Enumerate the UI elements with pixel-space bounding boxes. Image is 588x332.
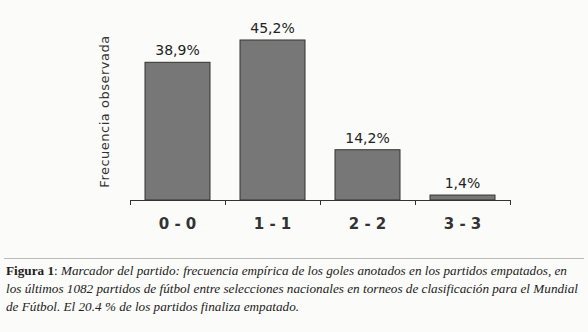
separator — [4, 258, 584, 259]
data-label: 14,2% — [345, 130, 389, 146]
caption-label: Figura 1 — [6, 263, 54, 278]
band-divider — [225, 200, 226, 205]
bar — [335, 150, 400, 200]
band-divider — [320, 200, 321, 205]
chart: Frecuencia observada 38,9% 0 - 0 45,2% 1 - 1… — [0, 0, 588, 258]
data-label: 45,2% — [250, 20, 294, 36]
bar — [430, 195, 495, 200]
x-tick-label: 2 - 2 — [349, 215, 387, 233]
bar — [145, 62, 210, 200]
caption-text: Marcador del partido: frecuencia empíric… — [6, 263, 578, 314]
band-divider — [130, 200, 131, 205]
caption: Figura 1: Marcador del partido: frecuenc… — [6, 262, 584, 316]
x-tick-label: 1 - 1 — [254, 215, 292, 233]
x-tick-label: 0 - 0 — [159, 215, 197, 233]
band-divider — [415, 200, 416, 205]
bars — [145, 40, 495, 200]
x-tick-label: 3 - 3 — [444, 215, 482, 233]
band-divider — [510, 200, 511, 205]
y-axis-label: Frecuencia observada — [97, 35, 112, 187]
data-label: 38,9% — [155, 42, 199, 58]
data-label: 1,4% — [445, 175, 481, 191]
bar — [240, 40, 305, 200]
